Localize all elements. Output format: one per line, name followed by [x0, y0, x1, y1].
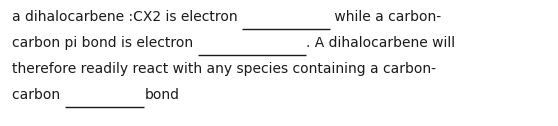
- Text: while a carbon-: while a carbon-: [330, 10, 441, 24]
- Text: therefore readily react with any species containing a carbon-: therefore readily react with any species…: [12, 62, 436, 76]
- Text: a dihalocarbene :CX2 is electron: a dihalocarbene :CX2 is electron: [12, 10, 242, 24]
- Text: . A dihalocarbene will: . A dihalocarbene will: [305, 36, 455, 50]
- Text: bond: bond: [145, 88, 180, 102]
- Text: carbon: carbon: [12, 88, 65, 102]
- Text: carbon pi bond is electron: carbon pi bond is electron: [12, 36, 198, 50]
